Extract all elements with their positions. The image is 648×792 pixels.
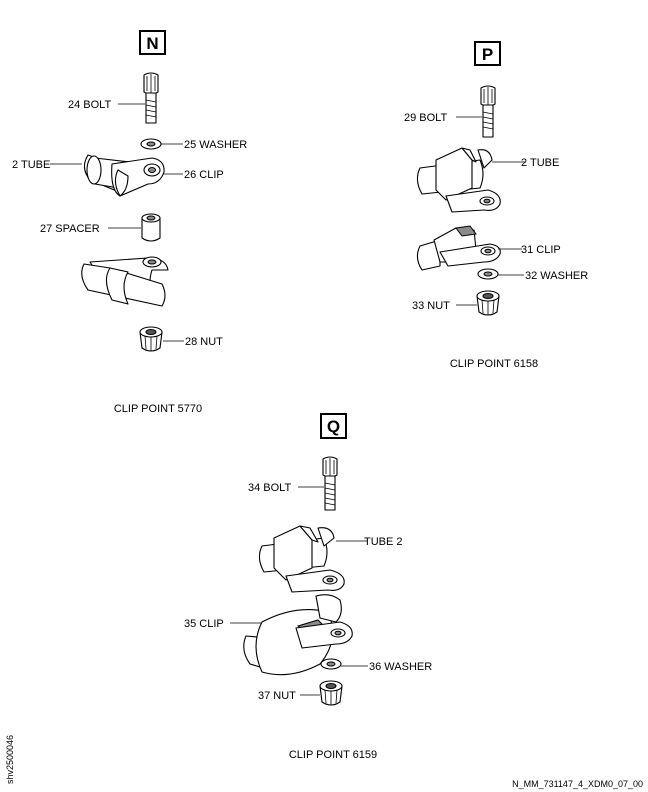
label-34-bolt: 34 BOLT bbox=[248, 482, 291, 494]
washer-25 bbox=[140, 138, 162, 150]
bracket-n bbox=[81, 256, 169, 307]
tube-2-p bbox=[416, 147, 501, 213]
nut-37 bbox=[319, 680, 343, 706]
badge-p-letter: P bbox=[482, 45, 493, 64]
tube-2-q bbox=[258, 525, 345, 593]
nut-28 bbox=[139, 326, 163, 352]
caption-clip-point-5770: CLIP POINT 5770 bbox=[114, 403, 202, 415]
label-35-clip: 35 CLIP bbox=[184, 618, 224, 630]
badge-q-letter: Q bbox=[327, 417, 340, 436]
badge-q: Q bbox=[320, 413, 347, 439]
label-37-nut: 37 NUT bbox=[258, 690, 296, 702]
washer-32 bbox=[477, 268, 499, 280]
badge-n-letter: N bbox=[146, 34, 158, 53]
caption-clip-point-6159: CLIP POINT 6159 bbox=[289, 749, 377, 761]
caption-clip-point-6158: CLIP POINT 6158 bbox=[450, 358, 538, 370]
bolt-29 bbox=[480, 85, 496, 138]
label-2-tube-n: 2 TUBE bbox=[12, 159, 50, 171]
label-27-spacer: 27 SPACER bbox=[40, 223, 100, 235]
label-26-clip: 26 CLIP bbox=[184, 169, 224, 181]
nut-33 bbox=[476, 290, 500, 316]
badge-n: N bbox=[139, 30, 166, 55]
label-33-nut: 33 NUT bbox=[412, 300, 450, 312]
label-36-washer: 36 WASHER bbox=[369, 661, 432, 673]
view-p: P 29 BOLT 2 TUBE bbox=[404, 41, 588, 370]
figure-id: shv2500046 bbox=[5, 735, 15, 784]
label-29-bolt: 29 BOLT bbox=[404, 112, 447, 124]
label-32-washer: 32 WASHER bbox=[525, 270, 588, 282]
view-q: Q 34 BOLT TUBE 2 bbox=[184, 413, 432, 761]
label-2-tube-p: 2 TUBE bbox=[521, 157, 559, 169]
label-24-bolt: 24 BOLT bbox=[68, 99, 111, 111]
clip-31 bbox=[416, 225, 501, 271]
bolt-24 bbox=[143, 72, 159, 124]
view-n: N 24 BOLT 25 WASHER bbox=[12, 30, 247, 415]
label-31-clip: 31 CLIP bbox=[521, 244, 561, 256]
bolt-34 bbox=[322, 456, 338, 511]
clip-35 bbox=[243, 594, 353, 676]
label-tube-2-q: TUBE 2 bbox=[364, 536, 403, 548]
label-25-washer: 25 WASHER bbox=[184, 139, 247, 151]
drawing-reference: N_MM_731147_4_XDM0_07_00 bbox=[512, 779, 643, 789]
label-28-nut: 28 NUT bbox=[185, 336, 223, 348]
clip-26 bbox=[111, 157, 165, 197]
spacer-27 bbox=[141, 213, 161, 242]
badge-p: P bbox=[474, 41, 501, 66]
washer-36 bbox=[320, 658, 342, 670]
